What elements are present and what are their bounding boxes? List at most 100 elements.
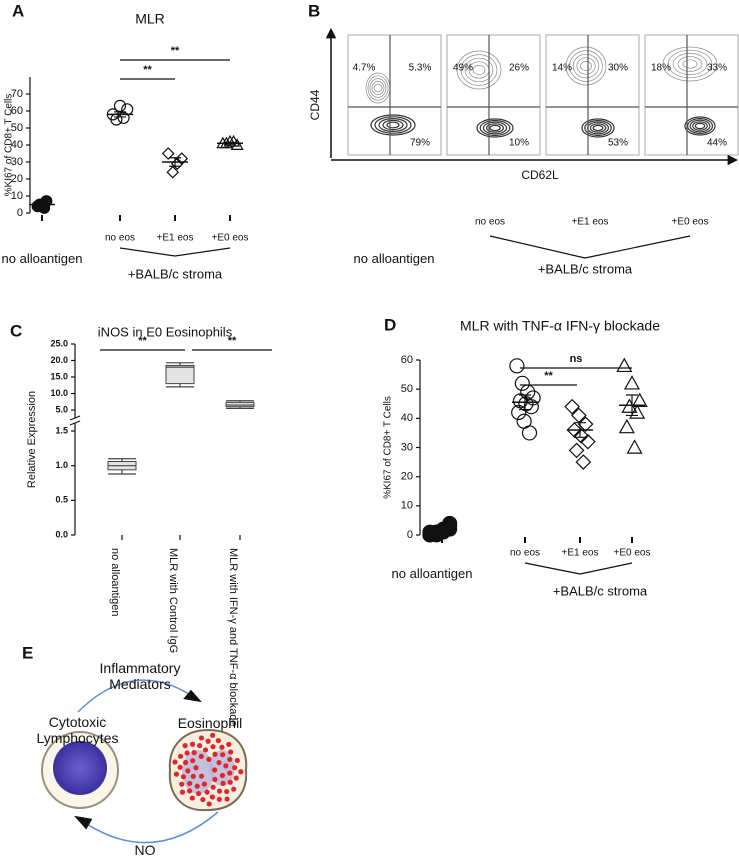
granule bbox=[198, 735, 205, 741]
x-tick-label: +E1 eos bbox=[562, 548, 599, 559]
contour bbox=[386, 121, 400, 129]
granule bbox=[210, 732, 216, 738]
contour bbox=[576, 57, 596, 75]
contour bbox=[584, 119, 612, 136]
data-point bbox=[166, 165, 180, 179]
x-tick-label: +E0 eos bbox=[614, 548, 651, 559]
y-tick-label: 1.0 bbox=[55, 460, 68, 470]
y-tick-label: 5.0 bbox=[55, 404, 68, 414]
group-label: no alloantigen bbox=[391, 566, 473, 581]
contour bbox=[370, 114, 416, 136]
diagram-label: Inflammatory Mediators bbox=[99, 660, 181, 693]
granule bbox=[233, 775, 239, 781]
box bbox=[165, 364, 195, 385]
quadrant-percent: 10% bbox=[509, 138, 529, 149]
y-axis-label: %KI67 of CD8+ T Cells bbox=[4, 94, 15, 197]
contour bbox=[486, 123, 505, 133]
data-point bbox=[523, 399, 539, 415]
granule bbox=[220, 752, 226, 758]
granule bbox=[193, 765, 199, 771]
significance-label: ns bbox=[570, 353, 583, 365]
granule bbox=[172, 759, 178, 765]
contour bbox=[684, 116, 716, 136]
error-bar bbox=[36, 202, 48, 207]
granule bbox=[216, 788, 223, 794]
granule bbox=[190, 773, 196, 779]
diagram-label: Cytotoxic Lymphocytes bbox=[36, 714, 119, 747]
granule bbox=[220, 780, 226, 786]
x-tick-label: MLR with Control IgG bbox=[167, 548, 180, 654]
contour bbox=[460, 54, 498, 86]
contour bbox=[464, 57, 494, 83]
y-tick-label: 50 bbox=[401, 383, 413, 395]
arrow-head bbox=[183, 689, 202, 703]
error-bar bbox=[224, 141, 236, 145]
axis-break bbox=[69, 420, 81, 426]
data-point bbox=[161, 147, 175, 160]
granule bbox=[210, 744, 216, 750]
chart-title: MLR with TNF-α IFN-γ blockade bbox=[460, 318, 660, 334]
contour bbox=[592, 124, 604, 132]
contour bbox=[369, 78, 387, 98]
granule bbox=[206, 756, 212, 763]
y-tick-label: 0 bbox=[17, 207, 23, 219]
y-tick-label: 60 bbox=[401, 354, 413, 366]
data-point bbox=[616, 357, 633, 373]
significance-label: ** bbox=[171, 45, 180, 57]
quadrant-percent: 5.3% bbox=[409, 63, 432, 74]
granule bbox=[205, 738, 211, 744]
quadrant-percent: 30% bbox=[608, 63, 628, 74]
data-point bbox=[631, 392, 648, 408]
group-label: no alloantigen bbox=[353, 251, 435, 266]
condition-label: no eos bbox=[475, 217, 505, 228]
granule bbox=[227, 749, 234, 755]
contour bbox=[479, 119, 511, 136]
granule bbox=[189, 795, 195, 801]
y-tick-label: 70 bbox=[11, 88, 23, 100]
granule bbox=[224, 796, 230, 802]
granule bbox=[227, 756, 233, 763]
data-point bbox=[511, 404, 527, 421]
significance-label: ** bbox=[143, 64, 152, 76]
y-tick-label: 20 bbox=[401, 471, 413, 483]
contour bbox=[662, 46, 718, 82]
data-point bbox=[509, 358, 525, 374]
y-tick-label: 0.5 bbox=[55, 495, 68, 505]
granule bbox=[209, 794, 216, 800]
granule bbox=[234, 757, 240, 764]
granule bbox=[238, 769, 244, 775]
group-connector bbox=[119, 247, 176, 257]
contour bbox=[572, 53, 600, 79]
granule bbox=[184, 750, 190, 756]
granule bbox=[223, 763, 229, 769]
y-tick-label: 0.0 bbox=[55, 529, 68, 539]
x-tick-label: no eos bbox=[510, 548, 540, 559]
granule bbox=[227, 770, 233, 776]
granule bbox=[224, 788, 230, 795]
panel-label: C bbox=[10, 321, 22, 340]
quadrant-percent: 49% bbox=[453, 63, 473, 74]
granule bbox=[226, 741, 232, 747]
y-tick-label: 60 bbox=[11, 105, 23, 117]
contour bbox=[580, 61, 592, 71]
x-tick-label: no alloantigen bbox=[109, 548, 122, 617]
contour bbox=[371, 81, 385, 95]
granule bbox=[204, 789, 210, 795]
contour bbox=[472, 65, 486, 75]
data-point bbox=[623, 375, 641, 390]
granule bbox=[206, 801, 212, 807]
contour bbox=[667, 49, 713, 79]
error-bar bbox=[114, 111, 126, 118]
condition-label: +E0 eos bbox=[672, 217, 709, 228]
significance-label: ** bbox=[544, 370, 553, 382]
granule bbox=[177, 753, 184, 759]
error-bar bbox=[436, 530, 448, 534]
cycle-arrow bbox=[77, 811, 219, 844]
group-connector bbox=[524, 562, 581, 575]
data-point bbox=[577, 416, 594, 433]
data-point bbox=[113, 99, 127, 113]
granule bbox=[198, 773, 205, 779]
y-tick-label: 0 bbox=[407, 529, 413, 541]
